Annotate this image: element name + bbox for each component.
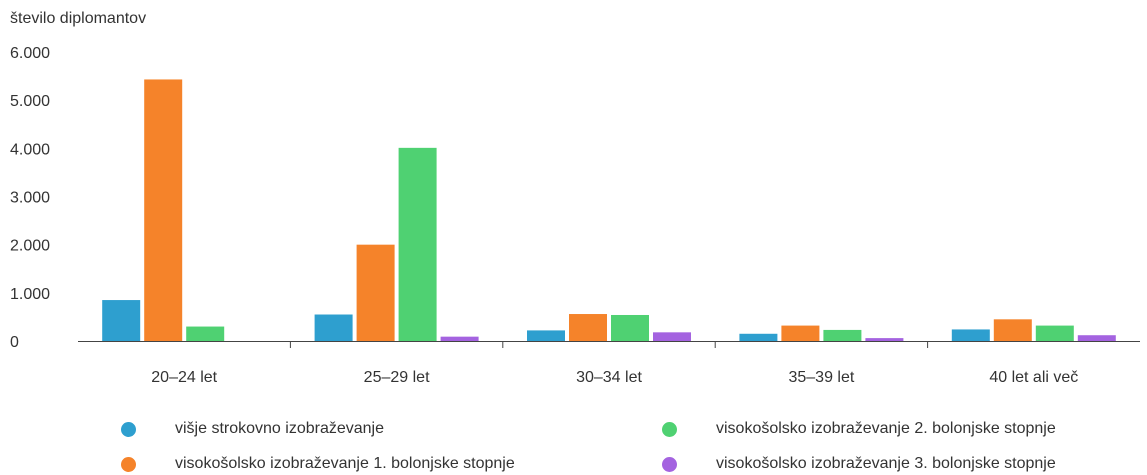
- x-tick-label: 25–29 let: [364, 369, 430, 386]
- bar: [611, 314, 649, 341]
- y-tick-label: 1.000: [10, 286, 50, 303]
- bar: [865, 338, 904, 341]
- bar: [993, 319, 1032, 341]
- bar: [440, 336, 479, 341]
- y-tick-label: 3.000: [10, 190, 50, 207]
- bar: [951, 329, 990, 341]
- x-tick-label: 30–34 let: [576, 369, 642, 386]
- x-tick-label: 35–39 let: [788, 369, 854, 386]
- bar: [398, 147, 437, 341]
- y-axis-title: število diplomantov: [10, 10, 146, 27]
- bar: [186, 326, 225, 341]
- bar: [569, 314, 607, 341]
- bar: [102, 300, 141, 341]
- y-tick-label: 6.000: [10, 45, 50, 62]
- bar: [527, 330, 565, 341]
- bar: [144, 79, 183, 341]
- bar: [1035, 325, 1074, 341]
- x-tick-label: 40 let ali več: [989, 369, 1078, 386]
- bar: [1077, 335, 1116, 341]
- y-axis-ticks: 0 1.000 2.000 3.000 4.000 5.000 6.000: [10, 45, 50, 351]
- bar: [314, 314, 353, 341]
- bar: [356, 244, 395, 341]
- bar: [739, 333, 778, 341]
- y-tick-label: 5.000: [10, 93, 50, 110]
- bar: [823, 329, 862, 341]
- x-axis: 20–24 let 25–29 let 30–34 let 35–39 let 40 l…: [78, 341, 1140, 386]
- bar: [781, 325, 820, 341]
- y-tick-label: 4.000: [10, 141, 50, 158]
- y-tick-label: 0: [10, 334, 19, 351]
- bars: [102, 79, 1116, 341]
- bar: [653, 332, 691, 341]
- y-tick-label: 2.000: [10, 238, 50, 255]
- x-tick-label: 20–24 let: [151, 369, 217, 386]
